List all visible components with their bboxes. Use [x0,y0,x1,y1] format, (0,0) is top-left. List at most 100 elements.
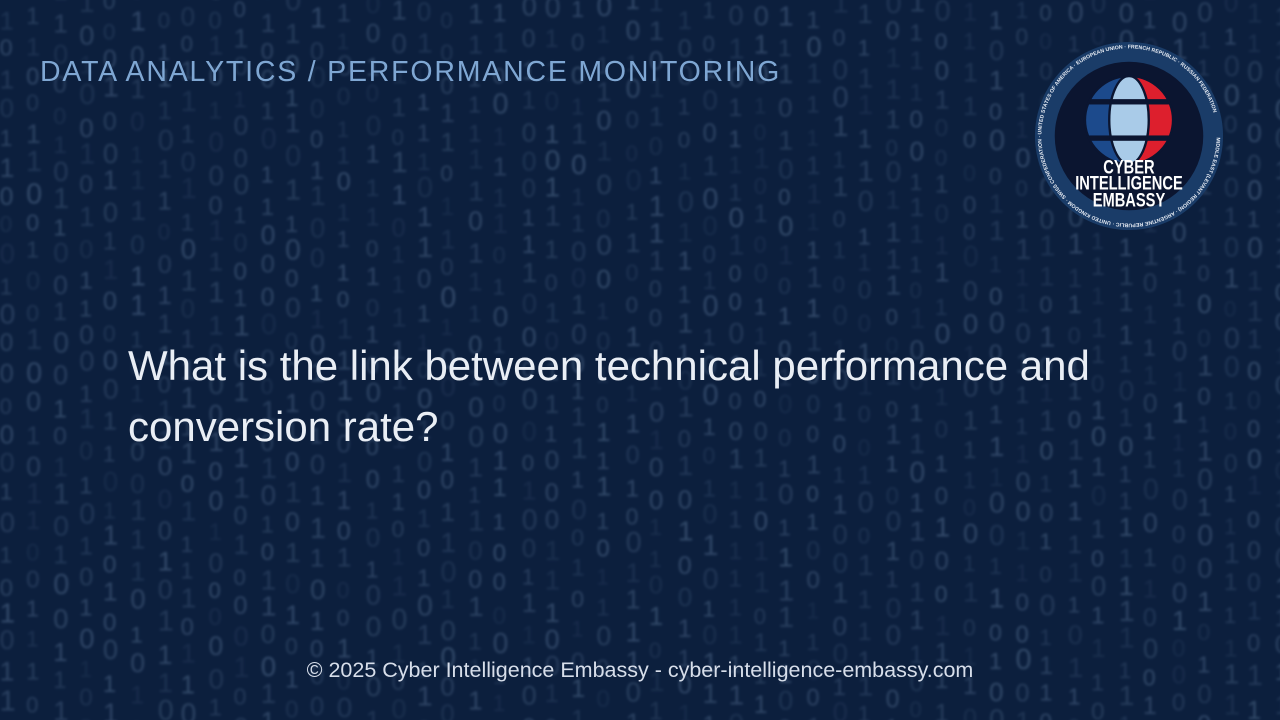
svg-text:1: 1 [1247,30,1261,58]
svg-text:0: 0 [1091,698,1105,720]
svg-text:1: 1 [886,187,900,215]
svg-text:1: 1 [1197,412,1209,437]
svg-text:1: 1 [285,107,300,138]
svg-text:1: 1 [366,263,380,291]
svg-text:1: 1 [468,301,481,327]
svg-text:1: 1 [1172,429,1185,455]
svg-text:0: 0 [417,266,431,294]
svg-text:0: 0 [440,701,454,720]
svg-text:1: 1 [53,539,68,569]
svg-text:1: 1 [649,102,664,132]
svg-text:1: 1 [1275,188,1280,218]
svg-text:0: 0 [989,308,1005,340]
svg-text:0: 0 [1197,0,1212,27]
svg-text:1: 1 [181,86,197,118]
svg-text:1: 1 [1068,265,1082,293]
svg-text:1: 1 [1275,399,1280,429]
svg-text:1: 1 [833,171,849,202]
svg-text:1: 1 [935,294,948,320]
svg-text:1: 1 [1224,538,1240,570]
svg-text:0: 0 [1247,118,1262,148]
svg-text:0: 0 [103,346,118,376]
svg-text:0: 0 [1224,451,1238,478]
svg-text:0: 0 [130,232,144,260]
svg-text:0: 0 [886,156,902,188]
svg-text:1: 1 [1275,244,1280,274]
svg-text:1: 1 [806,713,821,720]
svg-text:0: 0 [1275,309,1280,336]
svg-text:1: 1 [285,18,300,49]
svg-text:0: 0 [103,466,118,497]
svg-text:1: 1 [1275,606,1280,632]
svg-text:1: 1 [0,125,12,151]
svg-text:0: 0 [703,620,718,650]
svg-text:0: 0 [806,538,820,565]
svg-text:0: 0 [989,283,1003,310]
svg-text:1: 1 [26,119,41,149]
svg-text:0: 0 [989,163,1002,189]
svg-text:1: 1 [493,208,508,239]
svg-text:1: 1 [678,308,693,339]
svg-text:1: 1 [1224,569,1238,596]
svg-text:1: 1 [729,595,742,622]
svg-text:1: 1 [1016,0,1029,23]
svg-text:1: 1 [0,685,16,717]
svg-text:1: 1 [310,2,326,34]
svg-text:0: 0 [1275,63,1280,95]
svg-text:1: 1 [806,209,819,236]
svg-text:0: 0 [1197,384,1211,411]
svg-text:1: 1 [1143,692,1157,720]
svg-text:1: 1 [1068,592,1080,617]
svg-text:1: 1 [181,173,197,205]
svg-text:0: 0 [209,486,224,516]
svg-text:0: 0 [79,438,93,466]
svg-text:1: 1 [754,94,767,119]
svg-text:1: 1 [886,74,901,105]
svg-text:1: 1 [754,142,770,174]
svg-text:1: 1 [417,300,431,327]
svg-text:1: 1 [522,622,536,650]
svg-text:1: 1 [833,0,849,19]
svg-text:0: 0 [209,160,224,191]
svg-text:0: 0 [989,487,1005,519]
svg-text:0: 0 [963,276,978,306]
svg-text:1: 1 [1275,215,1280,247]
svg-text:0: 0 [989,125,1005,157]
svg-text:1: 1 [285,537,300,568]
svg-text:1: 1 [0,273,12,299]
svg-text:1: 1 [729,507,742,534]
svg-text:1: 1 [392,179,407,210]
svg-text:0: 0 [1275,458,1280,485]
svg-text:1: 1 [833,578,849,610]
svg-text:0: 0 [366,110,381,141]
svg-text:0: 0 [26,566,39,593]
svg-text:1: 1 [103,229,117,256]
svg-text:1: 1 [337,259,350,285]
svg-text:1: 1 [468,144,483,175]
svg-text:0: 0 [234,683,247,709]
svg-text:1: 1 [158,282,172,310]
svg-text:1: 1 [678,159,692,186]
svg-text:1: 1 [468,482,481,507]
svg-text:1: 1 [234,202,247,228]
svg-text:0: 0 [310,573,326,605]
svg-text:0: 0 [858,524,870,549]
svg-text:0: 0 [833,696,848,720]
svg-text:0: 0 [417,716,431,720]
svg-text:0: 0 [858,312,871,338]
svg-text:1: 1 [626,616,641,647]
svg-text:1: 1 [79,201,94,232]
svg-text:0: 0 [833,82,849,114]
svg-text:0: 0 [366,0,381,19]
svg-text:0: 0 [886,17,900,45]
svg-text:1: 1 [79,403,95,434]
svg-text:1: 1 [778,455,791,481]
svg-text:0: 0 [392,694,407,720]
svg-text:0: 0 [261,0,274,3]
svg-text:0: 0 [130,583,145,614]
svg-text:0: 0 [754,508,768,536]
svg-text:0: 0 [989,99,1002,125]
svg-text:0: 0 [310,693,324,720]
svg-text:0: 0 [1143,605,1157,632]
svg-text:1: 1 [181,266,197,298]
